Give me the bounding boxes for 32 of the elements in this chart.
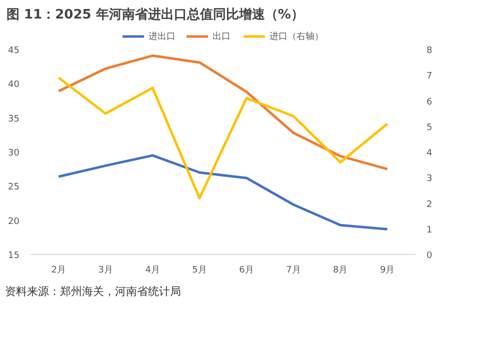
x-tick-label: 8月 — [333, 266, 348, 276]
y-tick-label: 35 — [8, 114, 20, 124]
y-tick-label: 40 — [8, 80, 20, 90]
y2-tick-label: 1 — [426, 225, 432, 236]
x-tick-label: 7月 — [286, 266, 301, 276]
legend-label: 进出口 — [148, 30, 176, 42]
y2-tick-label: 3 — [426, 174, 432, 184]
x-tick-label: 5月 — [192, 266, 207, 276]
x-tick-label: 2月 — [51, 266, 66, 276]
x-tick-label: 9月 — [380, 266, 395, 276]
line-series — [57, 154, 389, 230]
y2-tick-label: 0 — [426, 251, 432, 261]
legend-label: 出口 — [212, 30, 232, 42]
y2-tick-label: 6 — [426, 97, 432, 108]
y2-tick-label: 2 — [426, 200, 432, 210]
line-series — [57, 76, 389, 200]
y-tick-label: 20 — [8, 216, 20, 227]
line-series — [57, 54, 389, 170]
y-tick-label: 25 — [8, 182, 20, 193]
chart-title: 图 11：2025 年河南省进出口总值同比增速（%） — [6, 6, 304, 22]
x-tick-label: 6月 — [239, 266, 254, 276]
y-tick-label: 15 — [8, 251, 20, 261]
x-tick-label: 4月 — [145, 266, 160, 276]
y-tick-label: 30 — [8, 148, 20, 158]
y2-tick-label: 8 — [426, 46, 432, 56]
x-tick-label: 3月 — [98, 266, 113, 276]
y-tick-label: 45 — [8, 46, 20, 56]
legend-label: 进口（右轴） — [270, 30, 324, 42]
y2-tick-label: 4 — [426, 148, 432, 158]
y2-tick-label: 5 — [426, 122, 432, 133]
y2-tick-label: 7 — [426, 72, 432, 82]
text: 资料来源：郑州海关，河南省统计局 — [5, 284, 181, 300]
